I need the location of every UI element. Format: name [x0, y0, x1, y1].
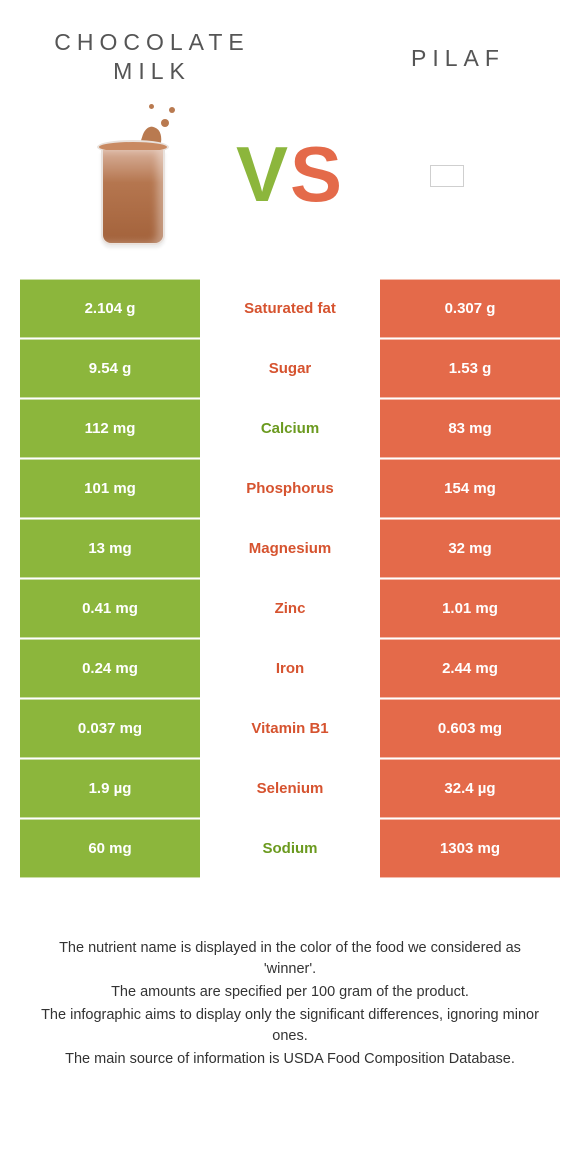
table-row: 101 mgPhosphorus154 mg: [20, 459, 560, 518]
nutrient-label: Calcium: [200, 399, 380, 458]
table-row: 112 mgCalcium83 mg: [20, 399, 560, 458]
right-value: 0.307 g: [380, 279, 560, 338]
right-value: 2.44 mg: [380, 639, 560, 698]
right-value: 1.01 mg: [380, 579, 560, 638]
nutrient-label: Sodium: [200, 819, 380, 878]
left-value: 0.24 mg: [20, 639, 200, 698]
right-food-title: PILAF: [378, 44, 538, 73]
vs-label: VS: [236, 135, 344, 213]
table-row: 2.104 gSaturated fat0.307 g: [20, 279, 560, 338]
left-value: 0.037 mg: [20, 699, 200, 758]
right-value: 1303 mg: [380, 819, 560, 878]
left-value: 0.41 mg: [20, 579, 200, 638]
right-value: 154 mg: [380, 459, 560, 518]
right-food-image: [364, 92, 529, 257]
table-row: 0.037 mgVitamin B10.603 mg: [20, 699, 560, 758]
pilaf-placeholder-icon: [430, 165, 464, 187]
header: CHOCOLATE MILK PILAF: [0, 0, 580, 86]
table-row: 9.54 gSugar1.53 g: [20, 339, 560, 398]
chocolate-milk-icon: [73, 99, 193, 249]
vs-v-letter: V: [236, 135, 290, 213]
left-value: 2.104 g: [20, 279, 200, 338]
table-row: 0.24 mgIron2.44 mg: [20, 639, 560, 698]
table-row: 13 mgMagnesium32 mg: [20, 519, 560, 578]
footer-notes: The nutrient name is displayed in the co…: [36, 938, 544, 1070]
left-value: 101 mg: [20, 459, 200, 518]
left-value: 13 mg: [20, 519, 200, 578]
left-value: 1.9 µg: [20, 759, 200, 818]
footer-line-3: The infographic aims to display only the…: [36, 1005, 544, 1047]
nutrient-label: Magnesium: [200, 519, 380, 578]
nutrient-table: 2.104 gSaturated fat0.307 g9.54 gSugar1.…: [20, 279, 560, 878]
left-food-line2: MILK: [42, 57, 262, 86]
vs-row: VS: [0, 92, 580, 257]
nutrient-label: Phosphorus: [200, 459, 380, 518]
right-value: 32 mg: [380, 519, 560, 578]
left-value: 60 mg: [20, 819, 200, 878]
table-row: 60 mgSodium1303 mg: [20, 819, 560, 878]
footer-line-4: The main source of information is USDA F…: [36, 1049, 544, 1070]
table-row: 0.41 mgZinc1.01 mg: [20, 579, 560, 638]
nutrient-label: Selenium: [200, 759, 380, 818]
vs-s-letter: S: [290, 135, 344, 213]
left-food-title: CHOCOLATE MILK: [42, 28, 262, 86]
nutrient-label: Vitamin B1: [200, 699, 380, 758]
footer-line-1: The nutrient name is displayed in the co…: [36, 938, 544, 980]
right-value: 1.53 g: [380, 339, 560, 398]
table-row: 1.9 µgSelenium32.4 µg: [20, 759, 560, 818]
nutrient-label: Zinc: [200, 579, 380, 638]
left-value: 9.54 g: [20, 339, 200, 398]
nutrient-label: Saturated fat: [200, 279, 380, 338]
nutrient-label: Sugar: [200, 339, 380, 398]
right-food-header: PILAF: [378, 28, 538, 73]
footer-line-2: The amounts are specified per 100 gram o…: [36, 982, 544, 1003]
left-food-image: [51, 92, 216, 257]
right-value: 32.4 µg: [380, 759, 560, 818]
left-value: 112 mg: [20, 399, 200, 458]
right-value: 0.603 mg: [380, 699, 560, 758]
nutrient-label: Iron: [200, 639, 380, 698]
right-value: 83 mg: [380, 399, 560, 458]
left-food-line1: CHOCOLATE: [42, 28, 262, 57]
